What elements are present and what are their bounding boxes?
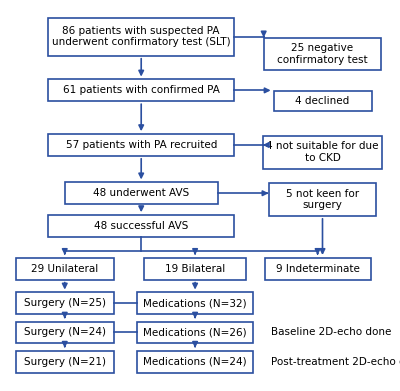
Text: 9 Indeterminate: 9 Indeterminate — [276, 264, 360, 274]
Text: 4 declined: 4 declined — [295, 96, 350, 106]
Text: 57 patients with PA recruited: 57 patients with PA recruited — [66, 140, 217, 150]
Text: 48 successful AVS: 48 successful AVS — [94, 221, 188, 231]
FancyBboxPatch shape — [137, 351, 253, 373]
FancyBboxPatch shape — [265, 258, 370, 280]
FancyBboxPatch shape — [16, 258, 114, 280]
FancyBboxPatch shape — [137, 321, 253, 343]
FancyBboxPatch shape — [65, 182, 218, 204]
FancyBboxPatch shape — [48, 18, 234, 56]
FancyBboxPatch shape — [263, 136, 382, 169]
FancyBboxPatch shape — [144, 258, 246, 280]
Text: 29 Unilateral: 29 Unilateral — [31, 264, 98, 274]
Text: 4 not suitable for due
to CKD: 4 not suitable for due to CKD — [266, 142, 379, 163]
FancyBboxPatch shape — [137, 292, 253, 314]
FancyBboxPatch shape — [16, 351, 114, 373]
FancyBboxPatch shape — [48, 215, 234, 237]
Text: 86 patients with suspected PA
underwent confirmatory test (SLT): 86 patients with suspected PA underwent … — [52, 26, 230, 47]
FancyBboxPatch shape — [48, 134, 234, 156]
Text: 25 negative
confirmatory test: 25 negative confirmatory test — [277, 43, 368, 65]
FancyBboxPatch shape — [16, 292, 114, 314]
Text: 5 not keen for
surgery: 5 not keen for surgery — [286, 189, 359, 210]
FancyBboxPatch shape — [264, 38, 381, 70]
Text: Medications (N=24): Medications (N=24) — [143, 357, 247, 367]
FancyBboxPatch shape — [269, 183, 376, 216]
Text: Surgery (N=24): Surgery (N=24) — [24, 328, 106, 337]
Text: Surgery (N=21): Surgery (N=21) — [24, 357, 106, 367]
Text: 48 underwent AVS: 48 underwent AVS — [93, 188, 189, 198]
FancyBboxPatch shape — [16, 321, 114, 343]
Text: 19 Bilateral: 19 Bilateral — [165, 264, 225, 274]
Text: Surgery (N=25): Surgery (N=25) — [24, 298, 106, 308]
Text: Medications (N=26): Medications (N=26) — [143, 328, 247, 337]
Text: Medications (N=32): Medications (N=32) — [143, 298, 247, 308]
FancyBboxPatch shape — [48, 79, 234, 101]
Text: Baseline 2D-echo done: Baseline 2D-echo done — [270, 328, 391, 337]
FancyBboxPatch shape — [274, 91, 372, 111]
Text: Post-treatment 2D-echo done: Post-treatment 2D-echo done — [270, 357, 400, 367]
Text: 61 patients with confirmed PA: 61 patients with confirmed PA — [63, 85, 220, 95]
